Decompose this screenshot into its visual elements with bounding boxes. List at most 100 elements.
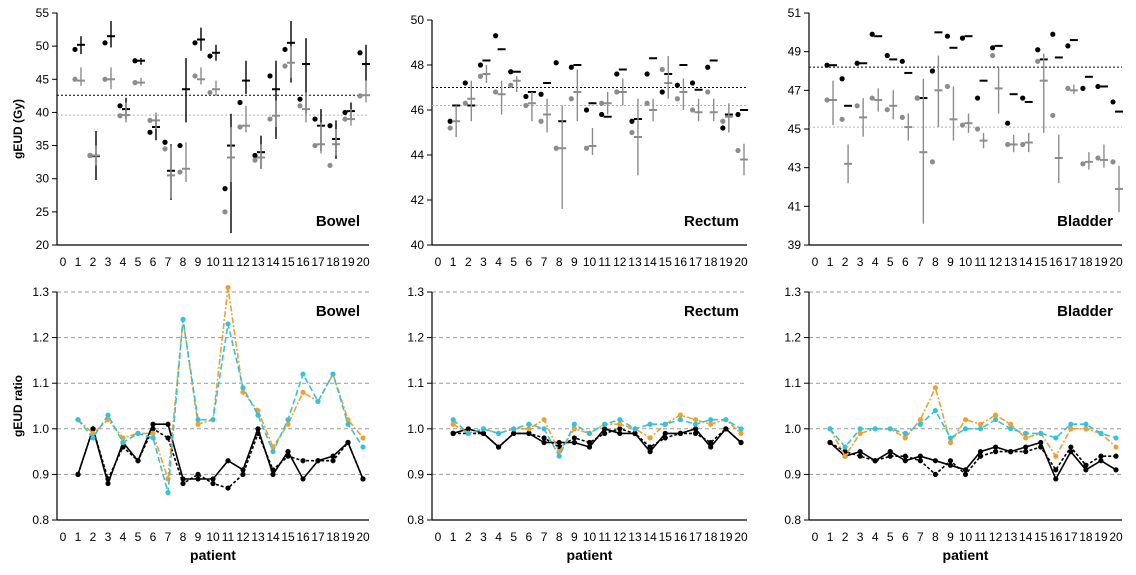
data-point: [1068, 449, 1074, 455]
x-tick-label: 2: [465, 530, 472, 544]
data-point: [541, 426, 547, 432]
data-point: [210, 476, 216, 482]
data-point: [240, 389, 246, 395]
data-point: [1005, 120, 1011, 126]
data-point: [195, 471, 201, 477]
data-point: [240, 385, 246, 391]
data-point: [692, 417, 699, 423]
y-tick-label: 35: [36, 139, 50, 153]
x-tick-label: 11: [974, 530, 987, 544]
x-tick-label: 14: [643, 255, 657, 269]
x-tick-label: 16: [1049, 530, 1063, 544]
data-point: [887, 453, 893, 459]
x-tick-label: 20: [1109, 530, 1123, 544]
data-point: [102, 40, 108, 46]
x-tick-label: 2: [842, 255, 849, 269]
data-point: [180, 316, 186, 322]
x-tick-label: 15: [1034, 255, 1048, 269]
data-point: [538, 118, 544, 124]
data-point: [357, 93, 363, 99]
data-point: [553, 145, 559, 151]
data-point: [511, 426, 517, 432]
data-point: [285, 449, 291, 455]
data-point: [705, 89, 711, 95]
y-tick-label: 1.3: [784, 285, 801, 299]
data-point: [192, 40, 198, 46]
data-point: [1065, 85, 1071, 91]
data-point: [508, 69, 514, 75]
data-point: [1038, 439, 1044, 446]
y-tick-label: 39: [788, 238, 802, 252]
y-tick-label: 46: [411, 103, 425, 117]
y-tick-label: 44: [411, 148, 425, 162]
x-tick-label: 8: [556, 530, 563, 544]
y-tick-label: 50: [411, 13, 425, 27]
x-tick-label: 9: [947, 530, 954, 544]
data-point: [207, 53, 213, 59]
x-tick-label: 18: [1079, 530, 1093, 544]
data-point: [720, 118, 726, 124]
data-point: [720, 125, 726, 131]
data-point: [632, 430, 638, 436]
data-point: [914, 95, 920, 101]
data-point: [662, 421, 668, 427]
data-point: [252, 152, 258, 159]
data-point: [857, 426, 863, 432]
data-point: [647, 449, 653, 455]
y-tick-label: 43: [788, 161, 802, 175]
data-point: [225, 321, 231, 327]
data-point: [267, 116, 273, 122]
data-point: [312, 116, 318, 122]
data-point: [523, 102, 529, 109]
data-point: [917, 453, 923, 459]
data-point: [1053, 435, 1059, 441]
data-point: [165, 490, 171, 496]
data-point: [929, 68, 936, 74]
x-tick-label: 18: [326, 255, 340, 269]
x-tick-label: 15: [1034, 530, 1048, 544]
x-tick-label: 6: [526, 255, 533, 269]
data-point: [177, 142, 183, 149]
x-tick-label: 9: [195, 255, 202, 269]
y-tick-label: 50: [36, 39, 50, 53]
x-axis-label: patient: [190, 547, 236, 563]
data-point: [270, 449, 276, 455]
x-tick-label: 15: [281, 255, 295, 269]
data-point: [327, 162, 333, 169]
x-tick-label: 15: [659, 255, 673, 269]
data-point: [192, 73, 198, 79]
data-point: [450, 430, 456, 436]
x-tick-label: 4: [120, 530, 127, 544]
data-point: [959, 35, 966, 41]
data-point: [330, 453, 336, 459]
data-point: [541, 439, 547, 446]
data-point: [477, 62, 484, 68]
x-tick-label: 1: [450, 255, 457, 269]
x-tick-label: 14: [1019, 530, 1033, 544]
data-point: [327, 123, 333, 129]
data-point: [902, 430, 908, 436]
x-tick-label: 18: [326, 530, 340, 544]
data-point: [285, 453, 291, 459]
y-tick-label: 49: [788, 45, 802, 59]
x-tick-label: 16: [1049, 255, 1063, 269]
data-point: [629, 129, 635, 136]
x-tick-label: 9: [195, 530, 202, 544]
data-point: [222, 209, 228, 215]
data-point: [508, 82, 514, 88]
y-tick-label: 1.2: [32, 331, 49, 345]
x-tick-label: 7: [917, 255, 924, 269]
data-point: [824, 97, 830, 103]
data-point: [1098, 458, 1104, 464]
x-tick-label: 9: [571, 255, 578, 269]
data-point: [586, 439, 593, 446]
data-point: [162, 139, 168, 145]
data-point: [496, 444, 502, 450]
data-point: [738, 426, 744, 432]
data-point: [357, 50, 363, 56]
data-point: [708, 421, 714, 427]
x-tick-label: 3: [857, 255, 864, 269]
panel-title: Rectum: [684, 213, 739, 230]
x-tick-label: 0: [60, 255, 67, 269]
